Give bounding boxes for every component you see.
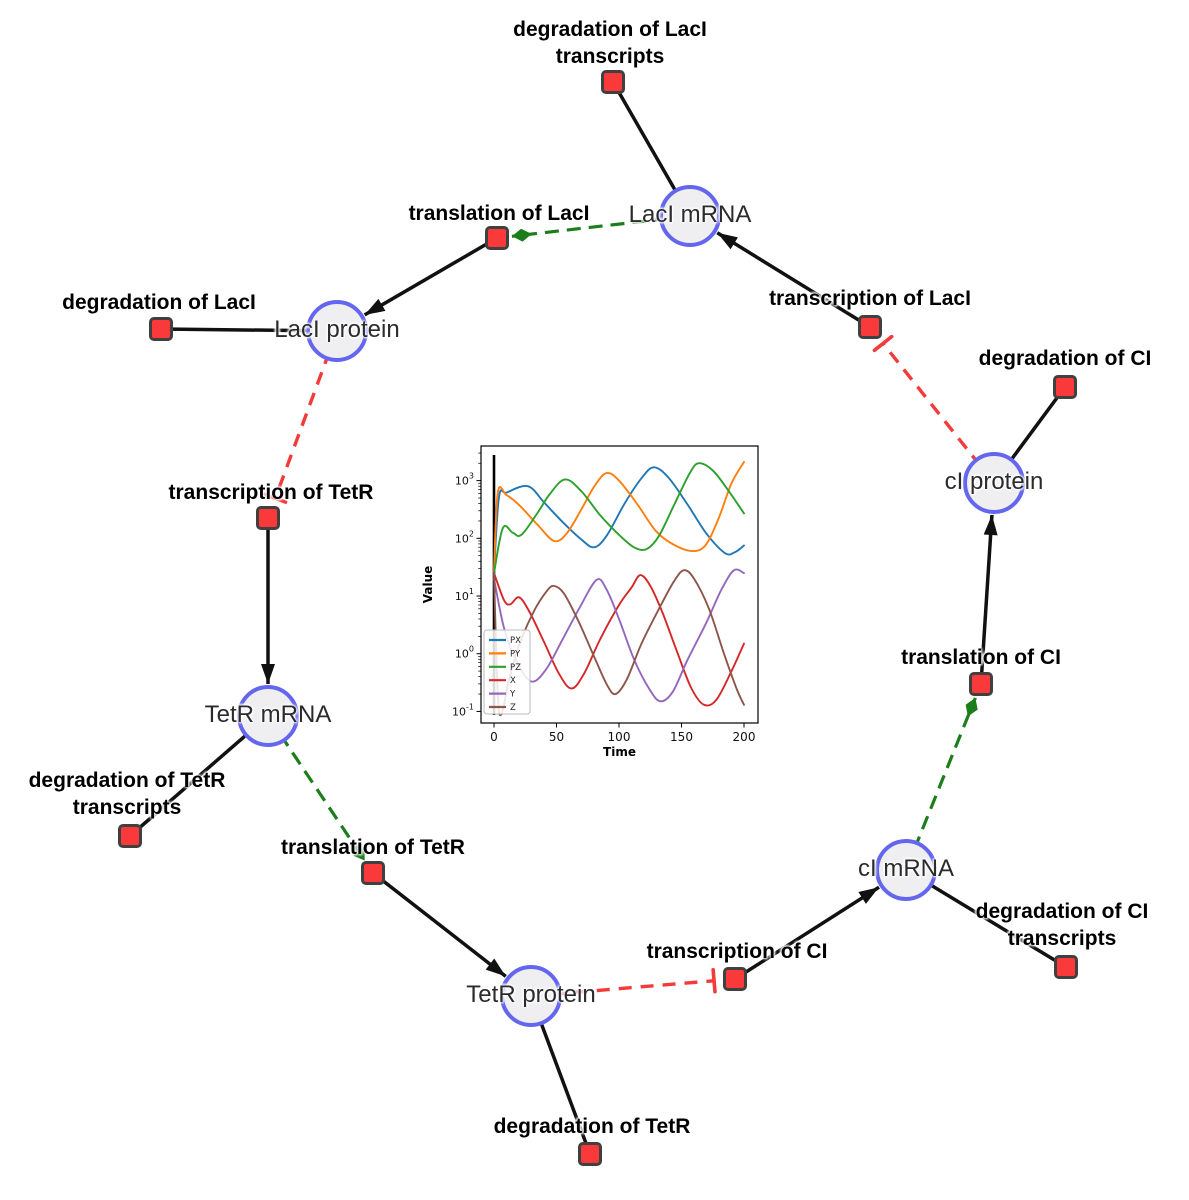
reaction-node-deg-laci-tx[interactable] <box>601 70 625 94</box>
reaction-node-deg-laci[interactable] <box>149 317 173 341</box>
species-node-ci-mrna[interactable] <box>875 839 937 901</box>
chart-y-tick-label: 103 <box>455 472 474 488</box>
chart-x-tick-label: 150 <box>670 730 693 744</box>
edge-product-transl-ci-to-ci-protein <box>979 514 998 685</box>
chart-series-Y <box>493 568 745 703</box>
chart-ylabel: Value <box>421 566 435 604</box>
chart-y-tick-label: 101 <box>455 587 474 603</box>
chart-legend-label-Y: Y <box>509 690 516 700</box>
chart-legend-label-PZ: PZ <box>510 663 521 673</box>
reaction-node-deg-tetr[interactable] <box>578 1142 602 1166</box>
reaction-node-txn-ci[interactable] <box>723 967 747 991</box>
chart-y-tick-label: 102 <box>455 529 474 545</box>
reaction-node-txn-laci[interactable] <box>858 315 882 339</box>
species-node-tetr-mrna[interactable] <box>237 685 299 747</box>
chart-frame <box>480 445 759 724</box>
chart-y-tick-label: 100 <box>455 645 474 661</box>
reaction-node-transl-tetr[interactable] <box>361 861 385 885</box>
species-node-laci-mrna[interactable] <box>659 185 721 247</box>
chart-y-tick-label: 10-1 <box>452 702 474 718</box>
edge-product-transl-laci-to-laci-protein <box>363 236 498 317</box>
species-node-laci-protein[interactable] <box>306 300 368 362</box>
species-node-tetr-protein[interactable] <box>500 965 562 1027</box>
edge-product-txn-ci-to-ci-mrna <box>734 885 880 981</box>
chart-xlabel: Time <box>603 745 636 759</box>
reaction-node-deg-ci-tx[interactable] <box>1054 955 1078 979</box>
chart-legend-label-PX: PX <box>510 636 521 646</box>
species-node-ci-protein[interactable] <box>963 452 1025 514</box>
chart-series-X <box>493 572 745 707</box>
chart-legend-label-PY: PY <box>510 649 521 659</box>
reaction-node-deg-ci[interactable] <box>1053 375 1077 399</box>
chart-legend: PX PY PZ XYZ <box>483 629 531 715</box>
edge-product-txn-laci-to-laci-mrna <box>716 231 871 329</box>
reaction-node-deg-tetr-tx[interactable] <box>118 824 142 848</box>
chart-series-PX <box>493 466 745 575</box>
edge-reactant-ci-mrna-to-deg-ci-tx <box>905 868 1067 969</box>
chart-legend-label-Z: Z <box>510 703 516 713</box>
chart-x-tick-label: 100 <box>608 730 631 744</box>
chart-legend-label-X: X <box>510 676 516 686</box>
chart-series-PZ <box>493 462 745 575</box>
edge-product-transl-tetr-to-tetr-protein <box>371 871 507 978</box>
chart-series-PY <box>493 461 745 575</box>
reaction-node-transl-ci[interactable] <box>969 672 993 696</box>
reaction-node-transl-laci[interactable] <box>485 226 509 250</box>
reaction-node-txn-tetr[interactable] <box>256 506 280 530</box>
chart-x-tick-label: 50 <box>549 730 564 744</box>
chart-x-tick-label: 200 <box>733 730 756 744</box>
chart-x-tick-label: 0 <box>490 730 498 744</box>
